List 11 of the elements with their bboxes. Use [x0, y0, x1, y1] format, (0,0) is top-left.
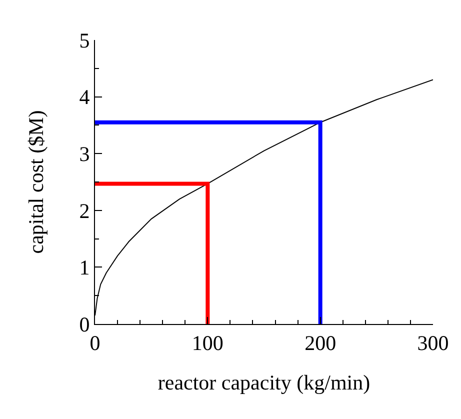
- y-tick-label: 0: [79, 312, 90, 336]
- y-tick-label: 1: [79, 256, 90, 280]
- x-tick-label: 100: [192, 331, 224, 356]
- y-tick-label: 5: [79, 28, 90, 52]
- x-axis-title: reactor capacity (kg/min): [158, 370, 370, 394]
- x-tick-label: 300: [417, 331, 449, 356]
- y-axis-title: capital cost ($M): [24, 110, 48, 254]
- y-tick-label: 4: [79, 85, 90, 110]
- x-tick-label: 200: [304, 331, 336, 356]
- y-tick-label: 3: [79, 142, 90, 166]
- y-tick-label: 2: [79, 198, 90, 223]
